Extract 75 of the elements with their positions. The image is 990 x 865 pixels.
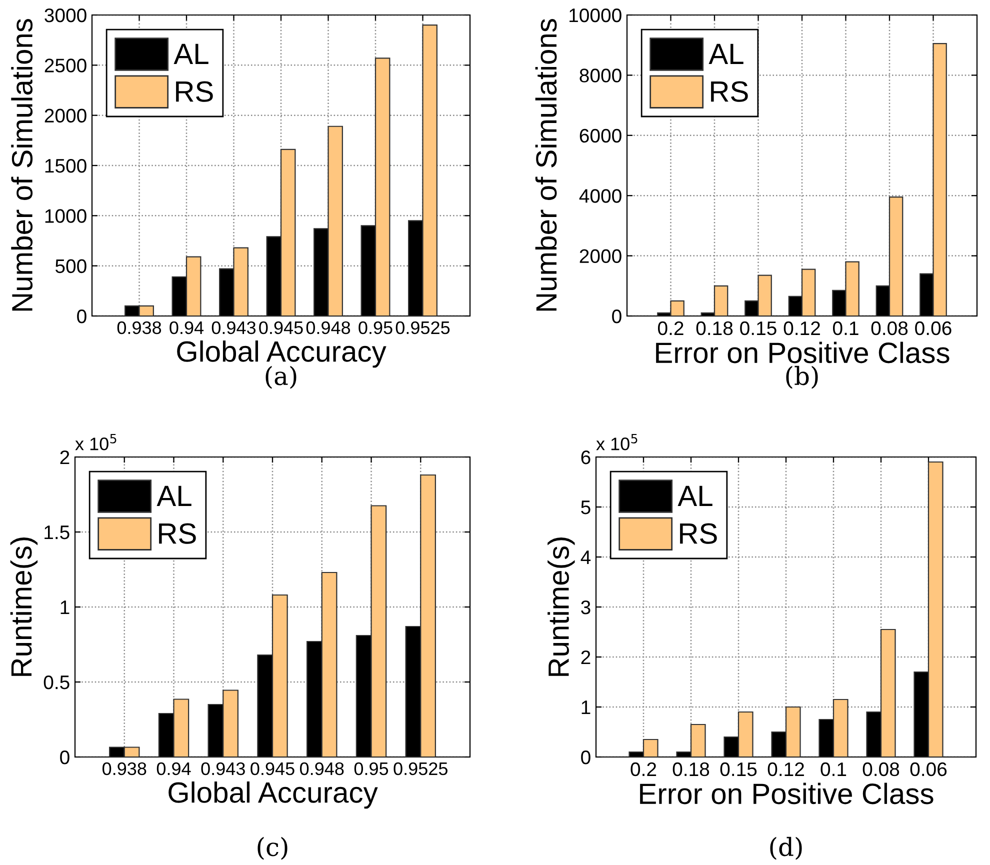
legend-label: AL [156, 486, 192, 506]
x-axis-title: Error on Positive Class [640, 782, 934, 804]
x-tick-label: 0.948 [300, 762, 344, 776]
x-tick-label: 0.18 [672, 762, 710, 776]
x-tick-label: 0.948 [306, 321, 350, 334]
y-tick-label: 500 [55, 259, 86, 274]
y-tick-label: 5 [581, 500, 590, 514]
x-tick-label: 0.06 [910, 762, 947, 776]
y-tick-label: 1 [582, 700, 590, 714]
x-axis-title: Error on Positive Class [656, 342, 950, 364]
y-tick-label: 2 [581, 650, 590, 664]
text: x 10$^{5}$ [75, 434, 116, 450]
y-tick-label: 0 [612, 309, 622, 324]
x-tick-label: 0.08 [871, 321, 908, 336]
y-tick-label: 0 [77, 309, 86, 324]
y-tick-label: 4000 [579, 189, 622, 203]
x-tick-label: 0.95 [354, 762, 388, 776]
legend-label: AL [678, 486, 712, 506]
text: (d) [770, 836, 802, 860]
x-tick-label: 0.9525 [394, 762, 448, 776]
x-tick-label: 0.12 [768, 762, 804, 776]
x-tick-label: 0.06 [915, 321, 952, 336]
legend-label: AL [174, 44, 208, 64]
y-tick-label: 1 [60, 600, 70, 614]
y-tick-label: 6 [581, 450, 590, 464]
x-tick-label: 0.95 [358, 321, 392, 334]
y-tick-label: 3 [581, 600, 590, 614]
y-tick-label: 10000 [570, 8, 622, 22]
legend-label: AL [708, 44, 744, 64]
y-tick-label: 3000 [44, 8, 86, 22]
y-tick-label: 1500 [45, 158, 86, 173]
y-axis-title: Runtime(s) [10, 538, 38, 676]
y-tick-label: 1.5 [44, 526, 70, 540]
x-tick-label: 0.945 [250, 762, 294, 776]
x-tick-label: 0.94 [156, 762, 191, 776]
x-tick-label: 0.938 [102, 762, 146, 776]
y-tick-label: 2 [60, 450, 70, 464]
text: (a) [266, 366, 296, 389]
y-axis-title: Number of Simulations [11, 19, 33, 311]
y-axis-title: Runtime(s) [548, 538, 575, 676]
x-tick-label: 0.1 [820, 762, 846, 776]
y-tick-label: 1000 [45, 209, 86, 223]
legend-label: RS [159, 523, 196, 544]
x-tick-label: 0.18 [696, 321, 733, 336]
x-tick-label: 0.08 [862, 762, 900, 776]
y-axis-title: Number of Simulations [535, 19, 557, 311]
x-tick-label: 0.945 [259, 321, 303, 334]
x-axis-title: Global Accuracy [177, 340, 386, 368]
x-tick-label: 0.15 [740, 321, 776, 336]
x-tick-label: 0.94 [170, 321, 204, 334]
text: (b) [786, 366, 818, 389]
x-tick-label: 0.9525 [396, 321, 450, 334]
legend-label: RS [680, 523, 717, 544]
y-tick-label: 2000 [44, 108, 86, 123]
x-tick-label: 0.943 [212, 321, 256, 334]
x-tick-label: 0.2 [630, 762, 656, 776]
y-tick-label: 2000 [580, 249, 622, 264]
x-tick-label: 0.1 [832, 321, 858, 336]
legend-label: RS [711, 81, 748, 102]
y-tick-label: 4 [580, 550, 591, 564]
y-tick-label: 0 [60, 750, 70, 764]
x-tick-label: 0.12 [784, 321, 820, 336]
y-tick-label: 0.5 [44, 675, 70, 690]
y-tick-label: 8000 [580, 68, 622, 82]
text: (c) [258, 836, 288, 860]
x-tick-label: 0.2 [658, 321, 684, 336]
y-tick-label: 6000 [580, 128, 622, 143]
legend-label: RS [176, 81, 213, 102]
x-tick-label: 0.15 [720, 762, 757, 776]
y-tick-label: 0 [581, 750, 590, 764]
y-tick-label: 2500 [44, 58, 86, 72]
x-axis-title: Global Accuracy [168, 781, 378, 809]
x-tick-label: 0.938 [117, 321, 162, 334]
text: x 10$^{5}$ [596, 434, 638, 450]
x-tick-label: 0.943 [201, 762, 245, 776]
